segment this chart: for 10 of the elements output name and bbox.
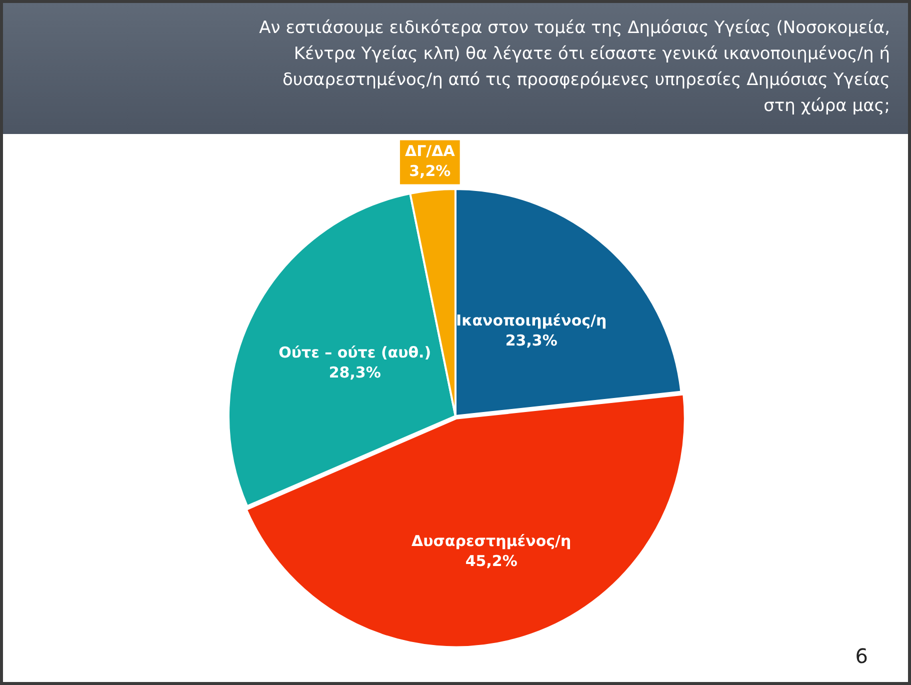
chart-title: Αν εστιάσουμε ειδικότερα στον τομέα της Δημόσιας Υγείας (Νοσοκομεία, Κέντρα Υγείας κλπ) θα λέγατε ότι είσαστε γενικά ικανοποιημένος/η ή δυσαρεστημένος/η από τις προσφερόμενες υπηρεσίες Δημόσιας Υγείας στη χώρα μας; — [258, 17, 890, 118]
data-label: 28,3% — [328, 363, 381, 382]
data-label: 23,3% — [505, 331, 558, 350]
text: 6 — [855, 644, 868, 668]
slice-label: ΔΓ/ΔΑ — [404, 142, 456, 160]
data-label: 45,2% — [465, 552, 518, 570]
slice-label: Δυσαρεστημένος/η — [411, 532, 572, 550]
data-label: 3,2% — [409, 162, 451, 180]
slice-label: Ικανοποιημένος/η — [456, 311, 607, 330]
slice-label: Ούτε – ούτε (αυθ.) — [278, 343, 432, 362]
